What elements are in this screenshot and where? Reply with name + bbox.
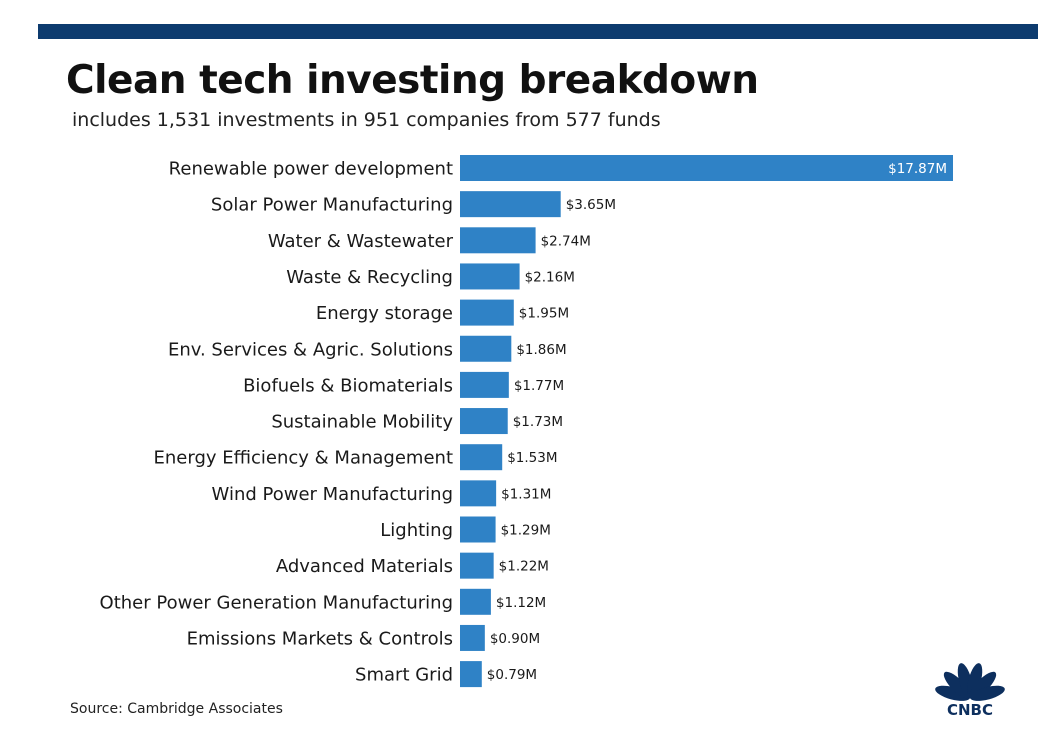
bar [460, 444, 503, 471]
bar [460, 335, 512, 362]
category-label: Lighting [380, 520, 453, 541]
bar [460, 371, 509, 398]
category-label: Water & Wastewater [268, 231, 454, 252]
value-label: $1.53M [507, 450, 557, 466]
value-label: $0.90M [490, 631, 540, 647]
bar [460, 155, 953, 181]
bar [460, 480, 497, 507]
category-label: Energy storage [316, 303, 453, 324]
bar [460, 191, 561, 218]
category-label: Advanced Materials [276, 556, 453, 577]
bar [460, 552, 494, 579]
value-label: $3.65M [566, 197, 616, 213]
bar [460, 408, 508, 435]
bar [460, 624, 485, 651]
value-label: $1.29M [501, 523, 551, 539]
value-label: $0.79M [487, 667, 537, 683]
cnbc-peacock-logo: CNBC [935, 663, 1005, 718]
bar [460, 661, 482, 688]
top-accent-bar [38, 24, 1038, 39]
peacock-feathers-icon [935, 663, 1005, 701]
bar [460, 299, 514, 326]
category-label: Emissions Markets & Controls [187, 628, 453, 649]
value-label: $1.12M [496, 595, 546, 611]
bar [460, 227, 536, 254]
value-label: $1.95M [519, 306, 569, 322]
value-label: $2.16M [525, 269, 575, 285]
value-label: $17.87M [888, 161, 947, 177]
source-note: Source: Cambridge Associates [70, 701, 283, 717]
bar [460, 263, 520, 290]
bar [460, 516, 496, 543]
value-label: $1.86M [516, 342, 566, 358]
value-label: $1.73M [513, 414, 563, 430]
category-label: Wind Power Manufacturing [212, 484, 453, 505]
chart-subtitle: includes 1,531 investments in 951 compan… [72, 109, 661, 131]
value-label: $1.31M [501, 486, 551, 502]
chart-title: Clean tech investing breakdown [66, 58, 759, 103]
category-label: Sustainable Mobility [271, 412, 453, 433]
category-label: Env. Services & Agric. Solutions [168, 339, 453, 360]
bar [460, 588, 491, 615]
category-label: Renewable power development [169, 159, 453, 180]
category-label: Waste & Recycling [286, 267, 453, 288]
category-label: Energy Efficiency & Management [154, 448, 454, 469]
value-label: $1.77M [514, 378, 564, 394]
category-label: Solar Power Manufacturing [211, 195, 453, 216]
peacock-feather [969, 685, 1005, 701]
value-label: $2.74M [541, 233, 591, 249]
peacock-feather [935, 685, 971, 701]
category-label: Smart Grid [355, 665, 453, 686]
category-label: Other Power Generation Manufacturing [100, 592, 453, 613]
category-label: Biofuels & Biomaterials [243, 375, 453, 396]
cnbc-logo-text: CNBC [947, 701, 993, 718]
peacock-feather [967, 663, 983, 699]
value-label: $1.22M [499, 559, 549, 575]
